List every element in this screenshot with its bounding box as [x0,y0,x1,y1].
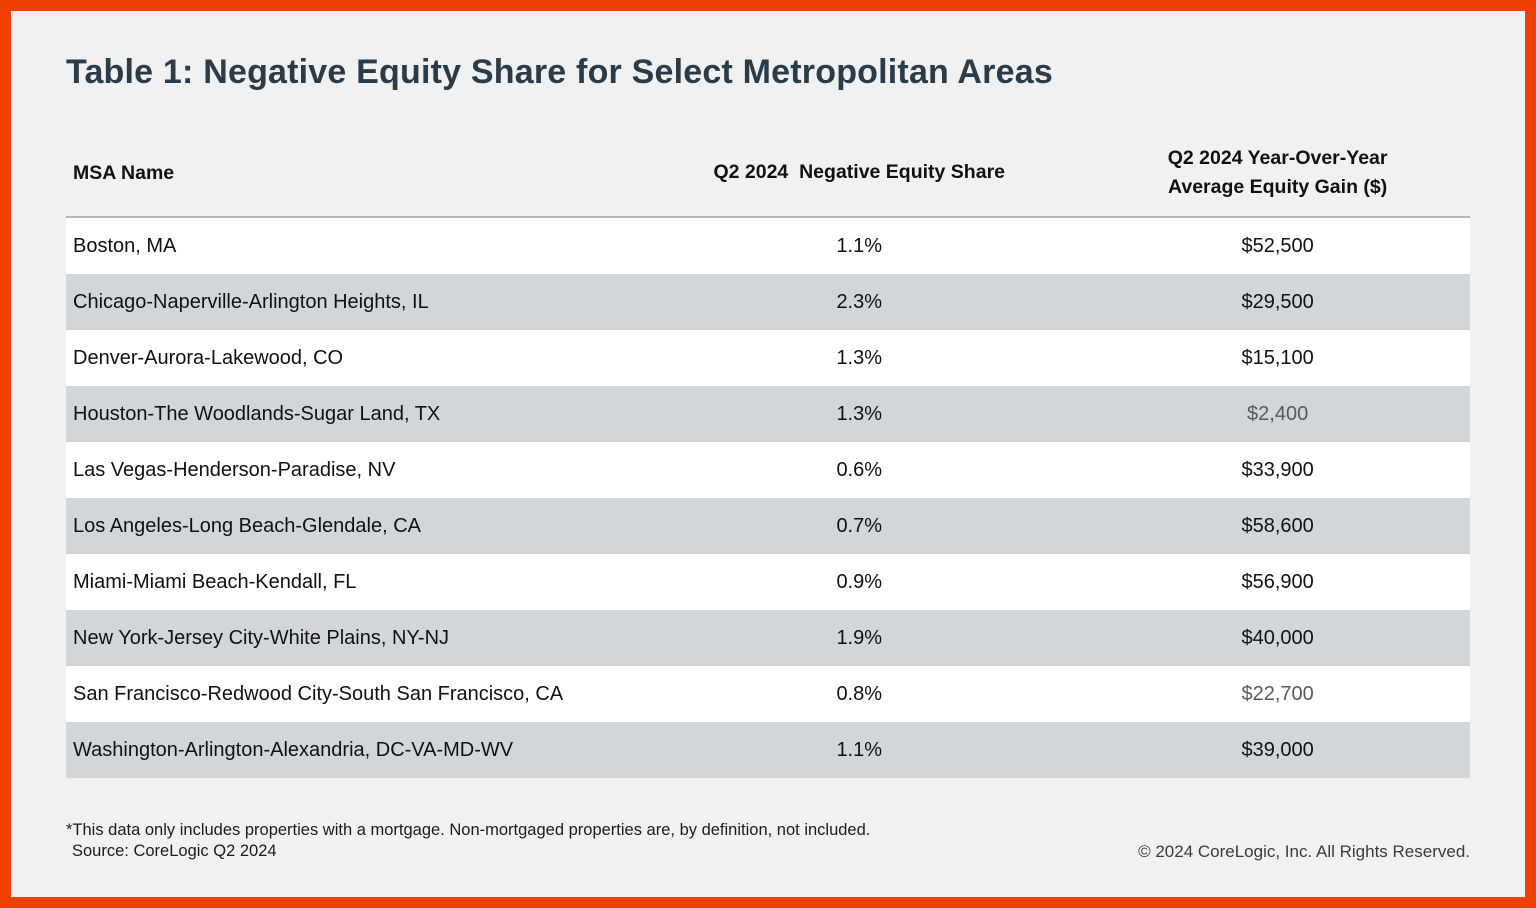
footer-notes: *This data only includes properties with… [66,820,870,862]
negative-equity-share-cell: 1.9% [836,626,883,649]
msa-name-cell: Denver-Aurora-Lakewood, CO [73,346,344,369]
table-row: Denver-Aurora-Lakewood, CO 1.3% $15,100 [66,330,1470,387]
msa-name-cell: San Francisco-Redwood City-South San Fra… [73,682,564,705]
msa-name-cell: New York-Jersey City-White Plains, NY-NJ [73,626,450,649]
table-title: Table 1: Negative Equity Share for Selec… [66,53,1053,91]
table-row: Las Vegas-Henderson-Paradise, NV 0.6% $3… [66,442,1470,499]
column-header-msa-name: MSA Name [73,161,175,184]
column-header-avg-equity-gain: Q2 2024 Year-Over-Year Average Equity Ga… [1167,146,1388,199]
avg-equity-gain-cell: $29,500 [1241,290,1314,313]
avg-equity-gain-cell: $22,700 [1241,682,1314,705]
avg-equity-gain-cell: $15,100 [1241,346,1314,369]
msa-name-cell: Miami-Miami Beach-Kendall, FL [73,570,357,593]
table-row: Miami-Miami Beach-Kendall, FL 0.9% $56,9… [66,554,1470,611]
footnote: *This data only includes properties with… [66,821,871,840]
column-header-negative-equity-share: Q2 2024 Negative Equity Share [713,161,1006,184]
table-row: Washington-Arlington-Alexandria, DC-VA-M… [66,722,1470,779]
msa-name-cell: Los Angeles-Long Beach-Glendale, CA [73,514,422,537]
avg-equity-gain-cell: $52,500 [1241,234,1314,257]
msa-name-cell: Las Vegas-Henderson-Paradise, NV [73,458,396,481]
table-header-row: MSA Name Q2 2024 Negative Equity Share Q… [66,130,1470,216]
avg-equity-gain-cell: $39,000 [1241,738,1314,761]
figure-footer: *This data only includes properties with… [66,820,1470,862]
table-row: Chicago-Naperville-Arlington Heights, IL… [66,274,1470,331]
avg-equity-gain-cell: $58,600 [1241,514,1314,537]
msa-name-cell: Washington-Arlington-Alexandria, DC-VA-M… [73,738,514,761]
header-divider-line [66,216,1470,219]
figure-content: Table 1: Negative Equity Share for Selec… [11,11,1525,897]
negative-equity-share-cell: 0.9% [836,570,883,593]
msa-name-cell: Chicago-Naperville-Arlington Heights, IL [73,290,429,313]
avg-equity-gain-cell: $33,900 [1241,458,1314,481]
negative-equity-share-cell: 1.3% [836,402,883,425]
table-row: San Francisco-Redwood City-South San Fra… [66,666,1470,723]
table-row: Los Angeles-Long Beach-Glendale, CA 0.7%… [66,498,1470,555]
table-body: Boston, MA 1.1% $52,500 Chicago-Napervil… [66,218,1470,779]
negative-equity-share-cell: 0.6% [836,458,883,481]
msa-name-cell: Boston, MA [73,234,177,257]
table-row: Houston-The Woodlands-Sugar Land, TX 1.3… [66,386,1470,443]
negative-equity-share-cell: 0.8% [836,682,883,705]
negative-equity-share-cell: 2.3% [836,290,883,313]
negative-equity-share-cell: 1.1% [836,738,883,761]
table-row: Boston, MA 1.1% $52,500 [66,218,1470,275]
msa-name-cell: Houston-The Woodlands-Sugar Land, TX [73,402,441,425]
avg-equity-gain-cell: $40,000 [1241,626,1314,649]
copyright: © 2024 CoreLogic, Inc. All Rights Reserv… [1138,842,1470,862]
negative-equity-share-cell: 1.3% [836,346,883,369]
negative-equity-share-cell: 1.1% [836,234,883,257]
source-note: Source: CoreLogic Q2 2024 [72,842,277,861]
negative-equity-share-cell: 0.7% [836,514,883,537]
avg-equity-gain-cell: $56,900 [1241,570,1314,593]
avg-equity-gain-cell: $2,400 [1247,402,1309,425]
table-row: New York-Jersey City-White Plains, NY-NJ… [66,610,1470,667]
